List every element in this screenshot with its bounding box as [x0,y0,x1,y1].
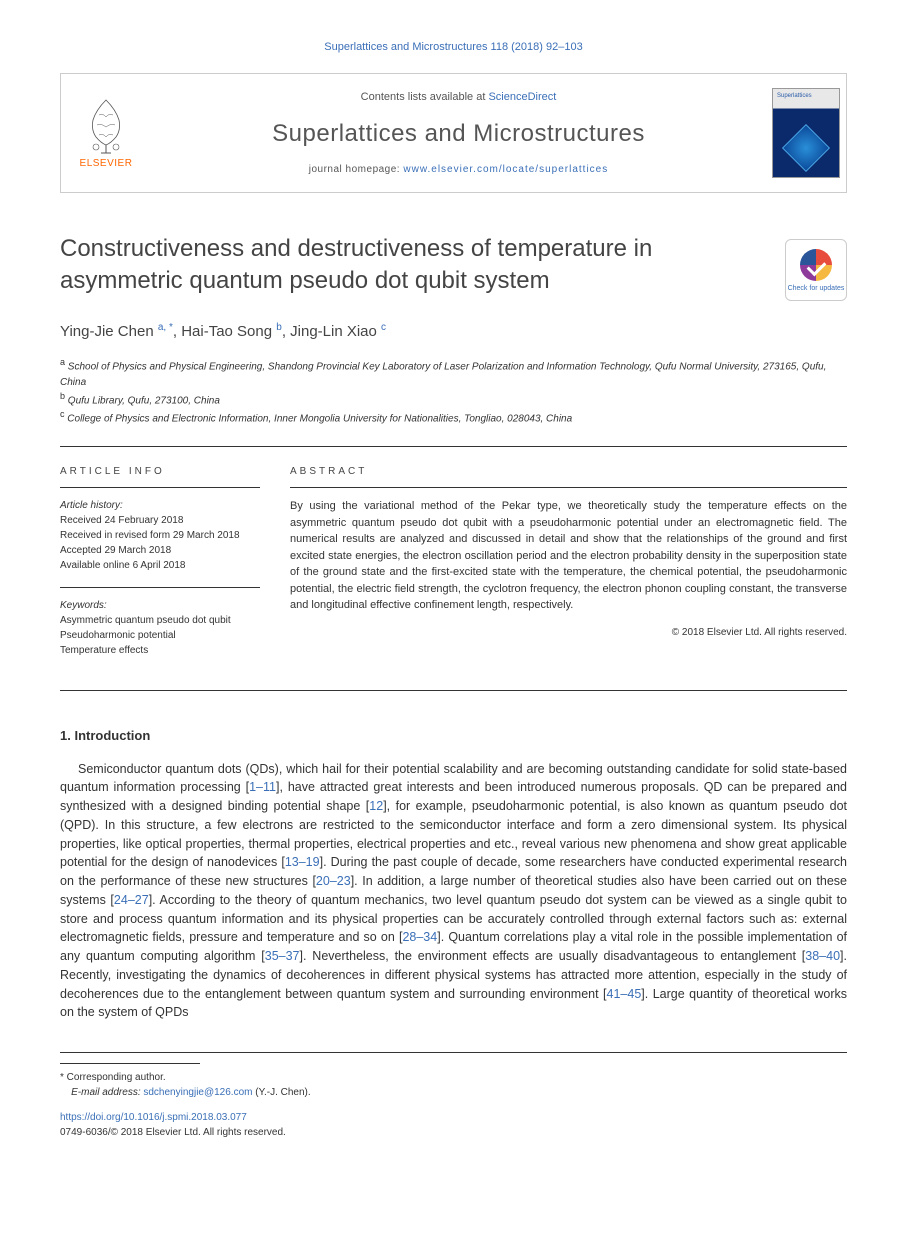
history-revised: Received in revised form 29 March 2018 [60,528,260,543]
elsevier-tree-icon [81,95,131,155]
article-history-label: Article history: [60,498,260,513]
cover-label: Superlattices [777,92,812,100]
journal-header: ELSEVIER Contents lists available at Sci… [60,73,847,193]
affiliation-c: c College of Physics and Electronic Info… [60,408,847,426]
elsevier-name: ELSEVIER [80,157,133,171]
abstract-copyright: © 2018 Elsevier Ltd. All rights reserved… [290,626,847,640]
section-1-heading: 1. Introduction [60,727,847,745]
issn-copyright: 0749-6036/© 2018 Elsevier Ltd. All right… [60,1125,847,1140]
elsevier-logo[interactable]: ELSEVIER [61,74,151,192]
contents-prefix: Contents lists available at [361,91,489,103]
cover-diamond-icon [782,124,830,172]
corresponding-author: * Corresponding author. [60,1070,847,1085]
email-line: E-mail address: sdchenyingjie@126.com (Y… [60,1085,847,1100]
journal-title: Superlattices and Microstructures [272,117,645,151]
sciencedirect-link[interactable]: ScienceDirect [488,91,556,103]
check-updates-button[interactable]: Check for updates [785,239,847,301]
email-label: E-mail address: [71,1087,140,1098]
page-footer: * Corresponding author. E-mail address: … [60,1052,847,1140]
section-1-body: Semiconductor quantum dots (QDs), which … [60,760,847,1023]
history-accepted: Accepted 29 March 2018 [60,543,260,558]
email-link[interactable]: sdchenyingjie@126.com [143,1087,252,1098]
affiliations: a School of Physics and Physical Enginee… [60,356,847,426]
check-updates-label: Check for updates [788,285,845,293]
crossmark-icon [800,249,832,281]
email-author: (Y.-J. Chen). [255,1087,310,1098]
keywords-label: Keywords: [60,598,260,613]
keyword-3: Temperature effects [60,643,260,658]
homepage-prefix: journal homepage: [309,164,404,175]
journal-homepage: journal homepage: www.elsevier.com/locat… [309,163,608,177]
article-info: ARTICLE INFO Article history: Received 2… [60,465,260,672]
authors: Ying-Jie Chen a, *, Hai-Tao Song b, Jing… [60,321,847,342]
journal-cover[interactable]: Superlattices [766,74,846,192]
affiliation-b: b Qufu Library, Qufu, 273100, China [60,390,847,408]
article-title: Constructiveness and destructiveness of … [60,233,765,295]
abstract-text: By using the variational method of the P… [290,498,847,614]
footer-divider [60,1063,200,1064]
header-center: Contents lists available at ScienceDirec… [151,74,766,192]
contents-available: Contents lists available at ScienceDirec… [361,90,557,105]
history-online: Available online 6 April 2018 [60,558,260,573]
intro-paragraph: Semiconductor quantum dots (QDs), which … [60,760,847,1023]
keyword-2: Pseudoharmonic potential [60,628,260,643]
history-received: Received 24 February 2018 [60,513,260,528]
abstract: ABSTRACT By using the variational method… [290,465,847,672]
citation: Superlattices and Microstructures 118 (2… [60,40,847,55]
affiliation-a: a School of Physics and Physical Enginee… [60,356,847,389]
cover-thumbnail: Superlattices [772,88,840,178]
doi-link[interactable]: https://doi.org/10.1016/j.spmi.2018.03.0… [60,1112,247,1123]
article-info-heading: ARTICLE INFO [60,465,260,488]
abstract-heading: ABSTRACT [290,465,847,488]
keyword-1: Asymmetric quantum pseudo dot qubit [60,613,260,628]
homepage-link[interactable]: www.elsevier.com/locate/superlattices [403,164,608,175]
